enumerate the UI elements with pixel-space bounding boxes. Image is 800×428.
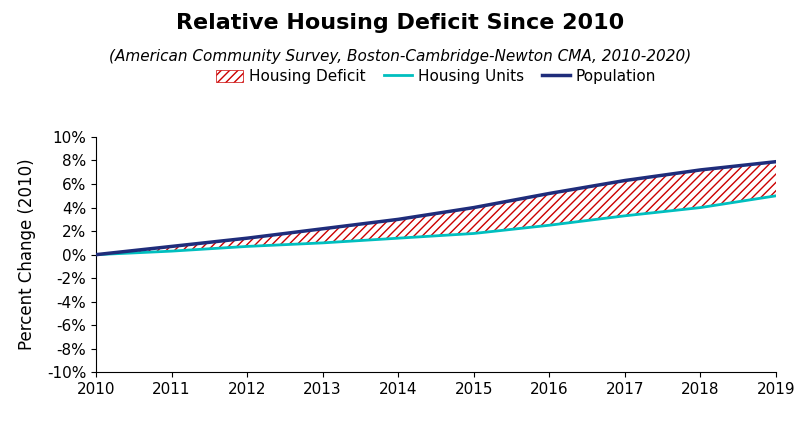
Population [394, 217, 403, 222]
Y-axis label: Percent Change (2010): Percent Change (2010) [18, 159, 36, 351]
Population [469, 205, 478, 210]
Text: (American Community Survey, Boston-Cambridge-Newton CMA, 2010-2020): (American Community Survey, Boston-Cambr… [109, 49, 691, 64]
Line: Population: Population [96, 162, 776, 255]
Housing Units [545, 223, 554, 228]
Text: Relative Housing Deficit Since 2010: Relative Housing Deficit Since 2010 [176, 13, 624, 33]
Population [242, 235, 252, 241]
Housing Units [771, 193, 781, 199]
Housing Units [394, 235, 403, 241]
Population [620, 178, 630, 183]
Housing Units [242, 244, 252, 249]
Legend: Housing Deficit, Housing Units, Population: Housing Deficit, Housing Units, Populati… [216, 69, 656, 84]
Population [771, 159, 781, 164]
Line: Housing Units: Housing Units [96, 196, 776, 255]
Housing Units [696, 205, 706, 210]
Population [318, 226, 327, 231]
Housing Units [166, 249, 176, 254]
Population [166, 244, 176, 249]
Population [91, 252, 101, 257]
Population [545, 191, 554, 196]
Housing Units [469, 231, 478, 236]
Housing Units [91, 252, 101, 257]
Housing Units [620, 213, 630, 218]
Housing Units [318, 241, 327, 246]
Population [696, 167, 706, 172]
